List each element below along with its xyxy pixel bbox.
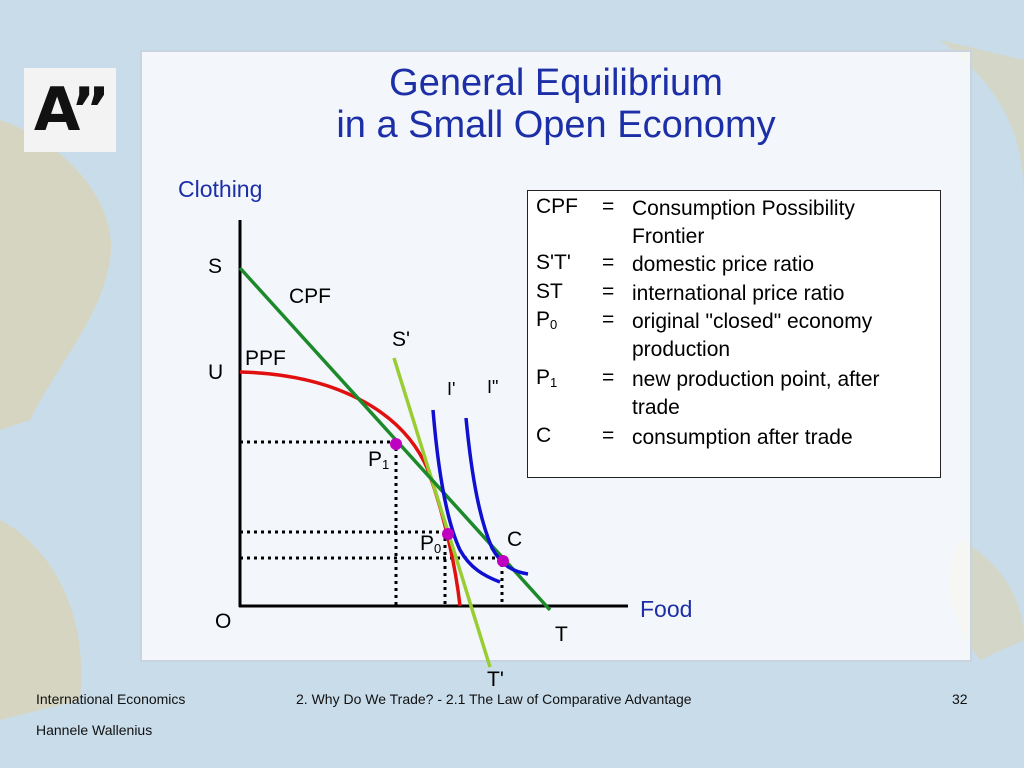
legend-description: new production point, after trade: [632, 368, 880, 419]
legend-equals: =: [602, 366, 615, 389]
legend-equals: =: [602, 280, 615, 303]
label-t: T: [555, 623, 568, 646]
label-p1: P1: [368, 448, 390, 472]
label-t-prime: T': [487, 668, 504, 691]
legend-key: C: [536, 424, 552, 447]
indifference-curve-i-double-prime: [464, 417, 529, 576]
origin-label: O: [215, 610, 232, 633]
label-s: S: [208, 255, 223, 278]
label-s-prime: S': [392, 328, 411, 351]
point-p0: [442, 528, 454, 540]
label-p0: P0: [420, 532, 442, 556]
slide-title-line-1: General Equilibrium: [389, 62, 723, 104]
label-i-prime: I': [447, 379, 456, 399]
legend-box: CPF = Consumption Possibility Frontier S…: [527, 190, 941, 478]
domestic-price-line: [392, 357, 492, 668]
footer-section: 2. Why Do We Trade? - 2.1 The Law of Com…: [296, 691, 692, 707]
legend-description: international price ratio: [632, 282, 845, 305]
legend-description: consumption after trade: [632, 426, 853, 449]
logo: A”: [24, 68, 116, 152]
label-c: C: [507, 528, 523, 551]
footer-author: Hannele Wallenius: [36, 722, 153, 738]
point-p1: [390, 438, 402, 450]
legend-key: S'T': [536, 251, 571, 274]
label-ppf: PPF: [245, 347, 286, 370]
label-u: U: [208, 361, 224, 384]
legend-key: ST: [536, 280, 563, 303]
y-axis-label: Clothing: [178, 176, 263, 202]
legend-description: Consumption Possibility Frontier: [632, 197, 855, 248]
legend-equals: =: [602, 195, 615, 218]
footer-course: International Economics: [36, 691, 186, 707]
legend-key: P0: [536, 308, 558, 332]
slide-title-line-2: in a Small Open Economy: [336, 104, 776, 146]
legend-equals: =: [602, 308, 615, 331]
ppf-curve: [239, 370, 462, 607]
legend-equals: =: [602, 251, 615, 274]
legend-equals: =: [602, 424, 615, 447]
indifference-curve-i-prime: [431, 409, 501, 584]
point-c: [497, 555, 509, 567]
label-cpf: CPF: [289, 285, 331, 308]
dotted-guides: [240, 440, 504, 606]
legend-key: P1: [536, 366, 558, 390]
label-i-double-prime: I": [487, 377, 499, 397]
legend-key: CPF: [536, 195, 578, 218]
legend-description: domestic price ratio: [632, 253, 815, 276]
legend-description: original "closed" economy production: [632, 310, 873, 361]
x-axis-label: Food: [640, 596, 693, 622]
footer-page-number: 32: [952, 691, 968, 707]
